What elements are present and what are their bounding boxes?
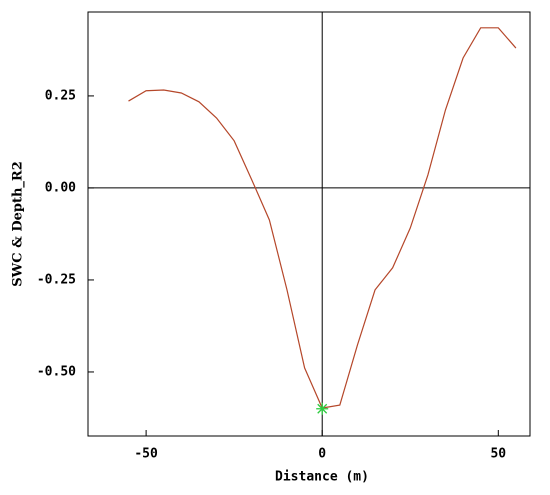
y-tick-label: 0.25 xyxy=(45,88,76,103)
x-tick-label: 50 xyxy=(490,447,506,462)
x-tick-label: -50 xyxy=(134,447,158,462)
y-tick-label: 0.00 xyxy=(45,180,76,195)
marker-stroke xyxy=(317,403,328,414)
marker-star xyxy=(316,402,329,415)
plot-frame xyxy=(87,11,531,437)
x-axis-label: Distance (m) xyxy=(275,470,369,485)
y-axis-label: SWC & Depth_R2 xyxy=(11,161,26,287)
x-tick-label: 0 xyxy=(318,447,326,462)
y-tick-label: -0.50 xyxy=(37,364,76,379)
y-tick-label: -0.25 xyxy=(37,272,76,287)
